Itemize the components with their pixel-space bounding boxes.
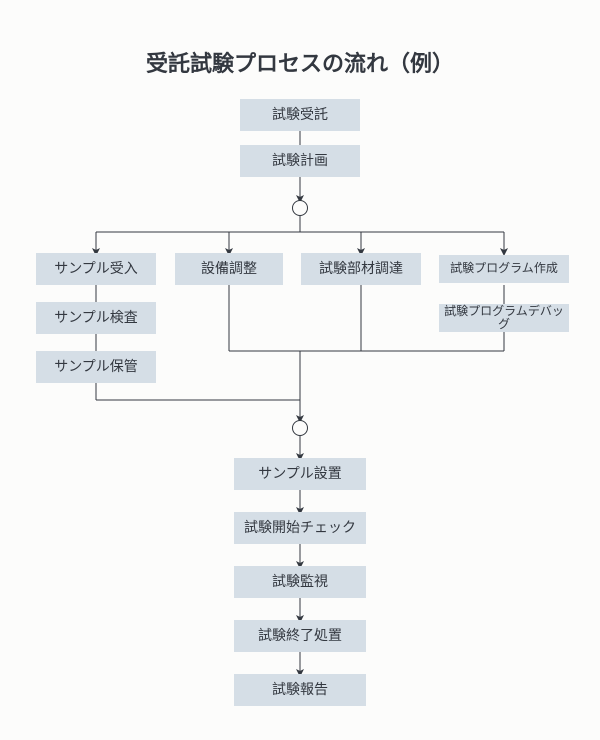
node-label: 試験計画 [272,153,328,168]
node-label: 試験報告 [272,682,328,697]
node-n2: 試験計画 [240,145,360,177]
node-label: 試験プログラムデバッグ [439,305,569,331]
node-label: 設備調整 [201,261,257,276]
node-b1b: サンプル検査 [36,302,156,334]
node-m2: 試験開始チェック [234,512,366,544]
node-label: サンプル設置 [258,466,342,481]
node-b1c: サンプル保管 [36,351,156,383]
node-b4b: 試験プログラムデバッグ [439,304,569,332]
connector-c1 [292,200,308,216]
node-label: サンプル受入 [54,261,138,276]
node-m3: 試験監視 [234,566,366,598]
node-label: 試験プログラム作成 [450,262,558,275]
node-b4: 試験プログラム作成 [439,255,569,283]
diagram-title: 受託試験プロセスの流れ（例） [0,46,600,78]
node-m5: 試験報告 [234,674,366,706]
node-b3: 試験部材調達 [301,253,421,285]
node-label: 試験受託 [272,107,328,122]
node-b1: サンプル受入 [36,253,156,285]
node-b2: 設備調整 [175,253,283,285]
node-label: 試験終了処置 [258,628,342,643]
node-label: 試験監視 [272,574,328,589]
node-label: 試験開始チェック [244,520,356,535]
node-label: 試験部材調達 [319,261,403,276]
node-label: サンプル保管 [54,359,138,374]
connector-c2 [292,420,308,436]
node-n1: 試験受託 [240,99,360,131]
node-m4: 試験終了処置 [234,620,366,652]
node-label: サンプル検査 [54,310,138,325]
node-m1: サンプル設置 [234,458,366,490]
